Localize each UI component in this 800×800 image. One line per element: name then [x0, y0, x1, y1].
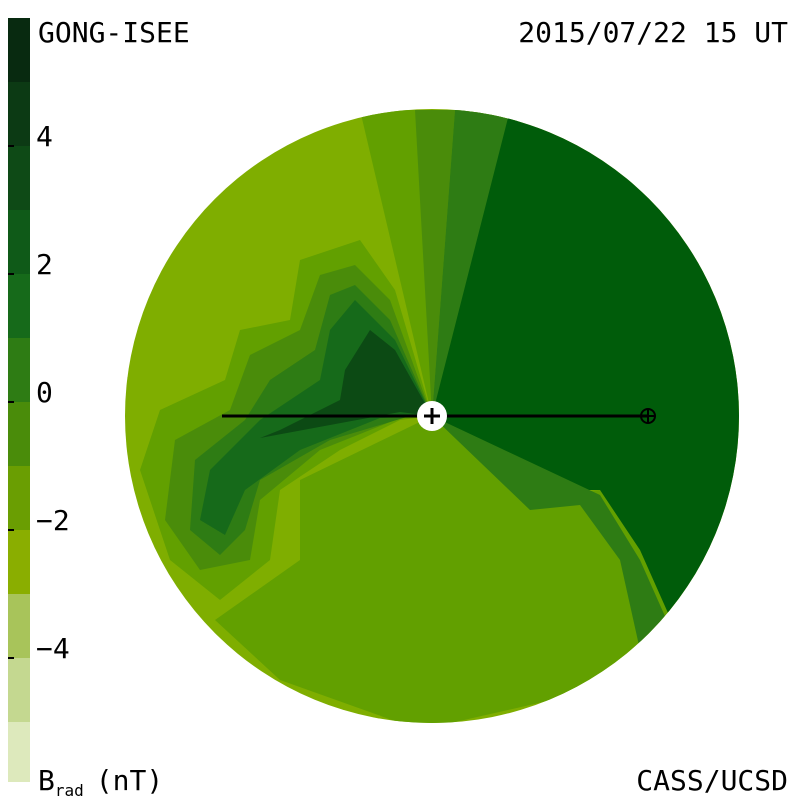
- earth: [640, 408, 656, 424]
- unit: (nT): [96, 764, 163, 797]
- header-left: GONG-ISEE: [38, 16, 190, 49]
- subscript: rad: [55, 781, 84, 800]
- sun-symbol: [424, 408, 440, 424]
- colorbar-tick: 0: [36, 376, 53, 409]
- header-right: 2015/07/22 15 UT: [518, 16, 788, 49]
- colorbar-tick: 4: [36, 120, 53, 153]
- colorbar-label: Brad (nT): [38, 764, 163, 800]
- footer-right: CASS/UCSD: [636, 764, 788, 797]
- symbol: B: [38, 764, 55, 797]
- colorbar: [8, 18, 30, 782]
- colorbar-tick: 2: [36, 248, 53, 281]
- colorbar-tick: −4: [36, 632, 70, 665]
- colorbar-tick: −2: [36, 504, 70, 537]
